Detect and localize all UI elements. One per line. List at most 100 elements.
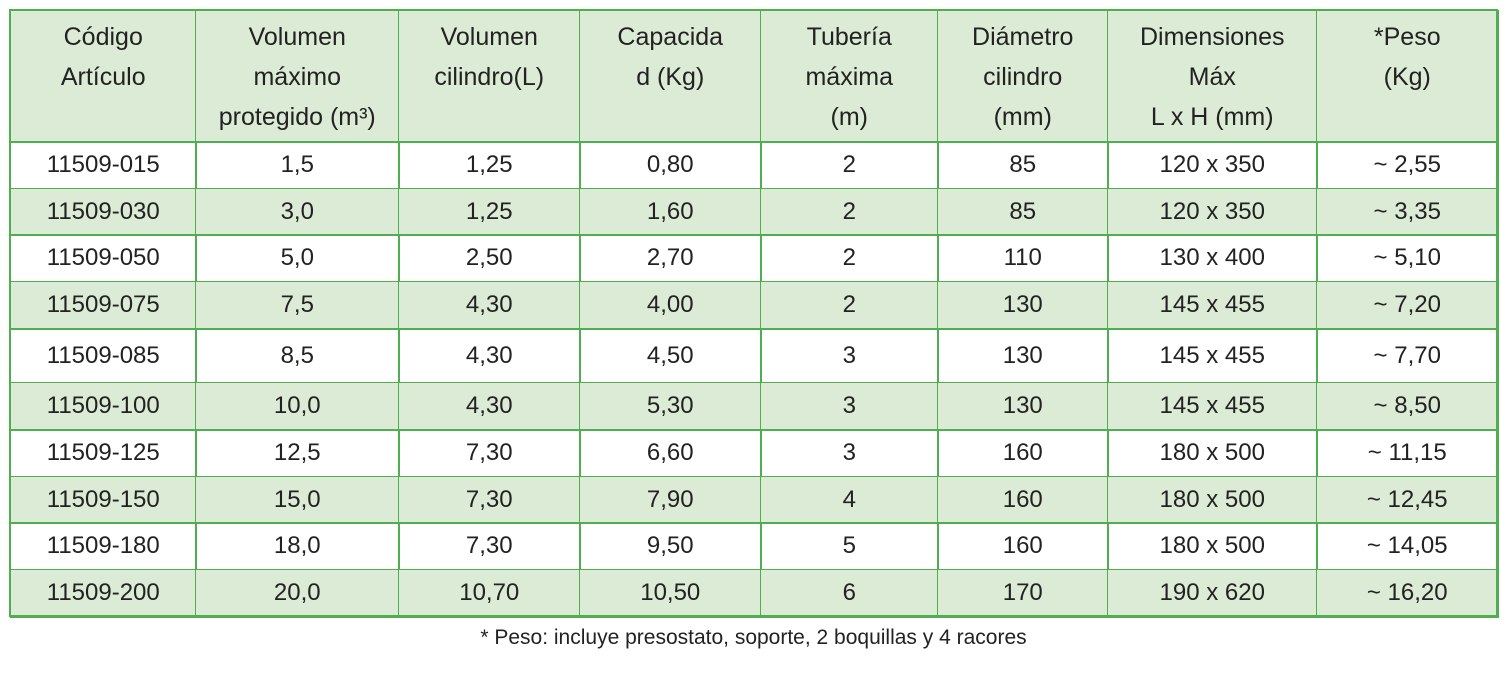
cell: 7,90 (579, 476, 762, 524)
cell: 11509-125 (10, 429, 197, 478)
cell: 11509-180 (10, 522, 197, 571)
cell: ~ 8,50 (1316, 382, 1499, 431)
cell: 85 (937, 141, 1109, 190)
cell: 11509-100 (10, 382, 197, 431)
cell: 2 (760, 234, 939, 283)
cell: 1,5 (195, 141, 400, 190)
cell: 120 x 350 (1107, 141, 1318, 190)
cell: 4,00 (579, 281, 762, 330)
cell: 11509-085 (10, 328, 197, 384)
cell: 5,0 (195, 234, 400, 283)
header-cell: Volumen máximo protegido (m³) (195, 10, 400, 143)
cell: 160 (937, 429, 1109, 478)
cell: 1,60 (579, 188, 762, 236)
header-line: máximo (253, 63, 341, 91)
cell: 145 x 455 (1107, 281, 1318, 330)
header-line: Volumen (248, 23, 346, 51)
cell: 12,5 (195, 429, 400, 478)
header-line: d (Kg) (636, 63, 705, 91)
cell: ~ 3,35 (1316, 188, 1499, 236)
cell: 1,25 (398, 188, 581, 236)
cell: 120 x 350 (1107, 188, 1318, 236)
cell: 11509-050 (10, 234, 197, 283)
cell: 10,0 (195, 382, 400, 431)
header-line: L x H (mm) (1150, 103, 1274, 131)
cell: 180 x 500 (1107, 476, 1318, 524)
cell: 3 (760, 382, 939, 431)
cell: ~ 2,55 (1316, 141, 1499, 190)
cell: 6 (760, 569, 939, 618)
cell: 11509-015 (10, 141, 197, 190)
header-line: Código (63, 23, 143, 51)
cell: 180 x 500 (1107, 522, 1318, 571)
cell: 145 x 455 (1107, 328, 1318, 384)
cell: 6,60 (579, 429, 762, 478)
cell: 4 (760, 476, 939, 524)
cell: 7,30 (398, 522, 581, 571)
cell: 3 (760, 328, 939, 384)
cell: 2 (760, 281, 939, 330)
cell: 11509-030 (10, 188, 197, 236)
header-cell: Volumen cilindro(L) (398, 10, 581, 143)
cell: 7,5 (195, 281, 400, 330)
cell: 2,50 (398, 234, 581, 283)
header-line: protegido (m³) (218, 103, 376, 131)
cell: 1,25 (398, 141, 581, 190)
header-cell: Diámetro cilindro (mm) (937, 10, 1109, 143)
cell: 10,70 (398, 569, 581, 618)
cell: 18,0 (195, 522, 400, 571)
cell: 11509-075 (10, 281, 197, 330)
header-cell: Código Artículo (10, 10, 197, 143)
cell: 11509-150 (10, 476, 197, 524)
cell: 130 x 400 (1107, 234, 1318, 283)
cell: 20,0 (195, 569, 400, 618)
cell: 4,50 (579, 328, 762, 384)
cell: 180 x 500 (1107, 429, 1318, 478)
cell: 170 (937, 569, 1109, 618)
cell: 190 x 620 (1107, 569, 1318, 618)
header-line: Artículo (60, 63, 146, 91)
header-cell: *Peso (Kg) (1316, 10, 1499, 143)
header-line: Diámetro (972, 23, 1074, 51)
header-line: Tubería (806, 23, 892, 51)
cell: 145 x 455 (1107, 382, 1318, 431)
cell: 7,30 (398, 429, 581, 478)
cell: ~ 12,45 (1316, 476, 1499, 524)
header-line: Dimensiones (1139, 23, 1285, 51)
cell: 11509-200 (10, 569, 197, 618)
cell: 0,80 (579, 141, 762, 190)
header-line: Volumen (440, 23, 538, 51)
cell: ~ 16,20 (1316, 569, 1499, 618)
cell: 160 (937, 522, 1109, 571)
cell: 7,30 (398, 476, 581, 524)
header-cell: Capacida d (Kg) (579, 10, 762, 143)
header-cell: Dimensiones Máx L x H (mm) (1107, 10, 1318, 143)
cell: 110 (937, 234, 1109, 283)
header-line: Máx (1188, 63, 1236, 91)
cell: 5 (760, 522, 939, 571)
cell: ~ 7,20 (1316, 281, 1499, 330)
cell: 15,0 (195, 476, 400, 524)
header-line: máxima (805, 63, 893, 91)
cell: 8,5 (195, 328, 400, 384)
header-line: cilindro (983, 63, 1063, 91)
cell: 2,70 (579, 234, 762, 283)
cell: 3 (760, 429, 939, 478)
cell: 85 (937, 188, 1109, 236)
cell: 130 (937, 328, 1109, 384)
cell: 130 (937, 382, 1109, 431)
cell: ~ 5,10 (1316, 234, 1499, 283)
cell: 4,30 (398, 382, 581, 431)
header-line: *Peso (1373, 23, 1441, 51)
header-line: cilindro(L) (434, 63, 545, 91)
cell: 10,50 (579, 569, 762, 618)
cell: 2 (760, 141, 939, 190)
cell: ~ 7,70 (1316, 328, 1499, 384)
header-line: Capacida (617, 23, 724, 51)
cell: ~ 14,05 (1316, 522, 1499, 571)
header-cell: Tubería máxima (m) (760, 10, 939, 143)
cell: 5,30 (579, 382, 762, 431)
cell: 9,50 (579, 522, 762, 571)
cell: 4,30 (398, 328, 581, 384)
